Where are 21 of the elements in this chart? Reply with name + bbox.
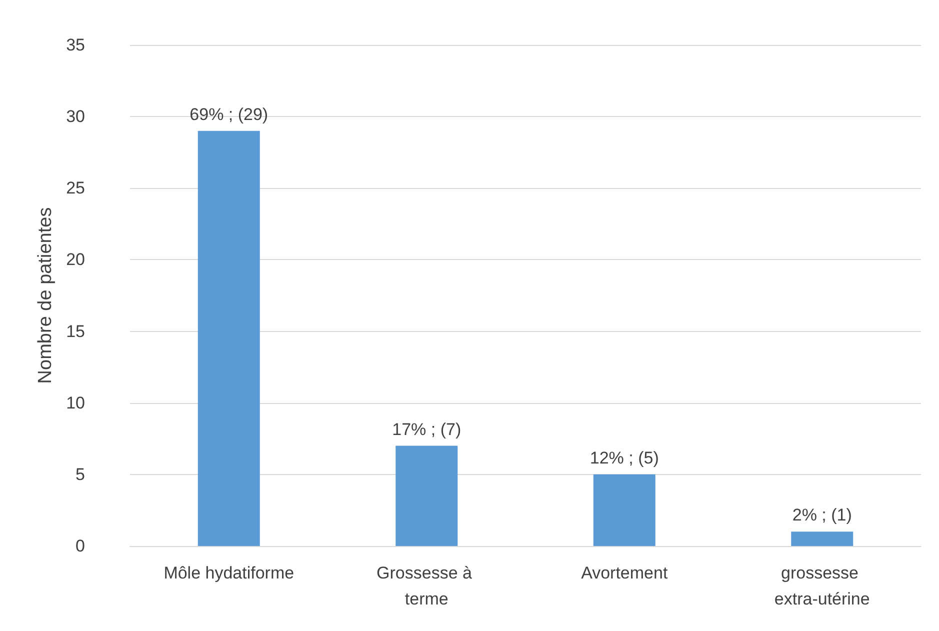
- y-tick-label: 35: [66, 36, 85, 54]
- x-tick-label: grossesse extra-utérine: [774, 564, 870, 608]
- y-tick-label: 15: [66, 322, 85, 341]
- data-label: 17% ; (7): [392, 420, 462, 439]
- y-tick-label: 20: [66, 250, 85, 270]
- x-tick-label: Môle hydatiforme: [164, 564, 294, 582]
- bar: [593, 474, 656, 546]
- bar: [198, 130, 260, 546]
- y-tick-label: 25: [66, 178, 85, 198]
- data-label: 12% ; (5): [590, 448, 659, 468]
- bar: [791, 532, 854, 546]
- y-tick-label: 10: [66, 393, 85, 412]
- data-label: 2% ; (1): [792, 506, 852, 525]
- x-tick-label: Grossesse à terme: [376, 564, 477, 608]
- y-tick-label: 30: [66, 107, 85, 126]
- y-tick-label: 5: [76, 464, 85, 484]
- data-label: 69% ; (29): [190, 104, 268, 124]
- x-tick-label: Avortement: [581, 564, 668, 582]
- bar: [396, 446, 458, 546]
- y-axis-title: Nombre de patientes: [35, 207, 56, 384]
- y-tick-label: 0: [76, 536, 85, 556]
